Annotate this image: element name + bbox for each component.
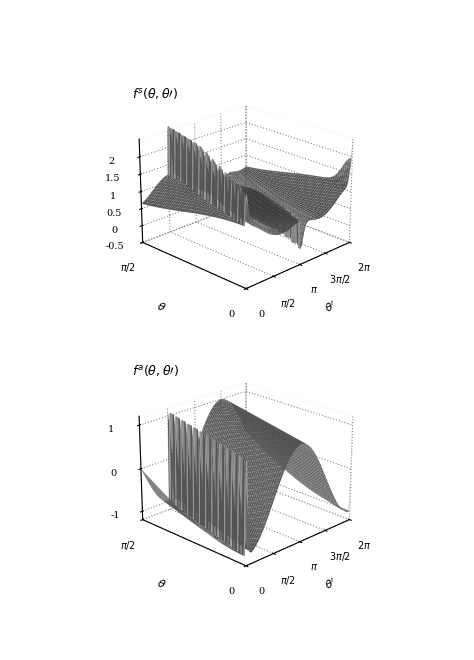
- Text: $f^a(\theta, \theta\prime)$: $f^a(\theta, \theta\prime)$: [132, 363, 179, 378]
- Y-axis label: $\theta$: $\theta$: [155, 299, 168, 314]
- Y-axis label: $\theta$: $\theta$: [155, 576, 168, 591]
- Text: $f^s(\theta, \theta\prime)$: $f^s(\theta, \theta\prime)$: [132, 86, 178, 101]
- X-axis label: $\theta'$: $\theta'$: [323, 576, 338, 592]
- X-axis label: $\theta'$: $\theta'$: [323, 298, 338, 315]
